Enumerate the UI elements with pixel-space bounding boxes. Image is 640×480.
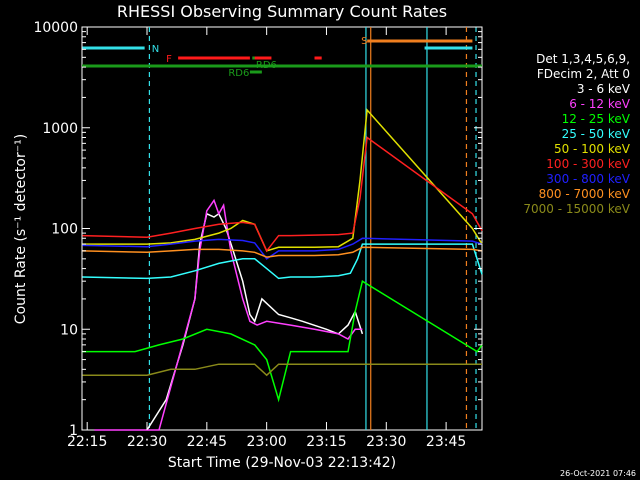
x-tick-label-3: 23:00	[246, 434, 286, 450]
y-axis-label: Count Rate (s⁻¹ detector⁻¹)	[13, 134, 29, 324]
x-tick-label-4: 23:15	[306, 434, 346, 450]
legend-header-1: Det 1,3,4,5,6,9,	[536, 52, 630, 66]
y-axis: 1 10 100 1000 10000	[33, 20, 482, 439]
x-tick-label-6: 23:45	[426, 434, 466, 450]
legend-entry-1: 6 - 12 keV	[569, 97, 631, 111]
legend-entry-5: 100 - 300 keV	[546, 157, 630, 171]
chart-title: RHESSI Observing Summary Count Rates	[117, 2, 447, 21]
legend-header-2: FDecim 2, Att 0	[537, 67, 630, 81]
legend-entry-6: 300 - 800 keV	[546, 172, 630, 186]
legend-entry-0: 3 - 6 keV	[577, 82, 631, 96]
y-tick-label-0: 1	[69, 423, 78, 439]
series-line-1	[94, 198, 363, 431]
legend-entry-8: 7000 - 15000 keV	[523, 202, 630, 216]
x-axis-label: Start Time (29-Nov-03 22:13:42)	[168, 455, 396, 471]
x-tick-label-0: 22:15	[67, 434, 107, 450]
x-tick-label-2: 22:45	[187, 434, 227, 450]
footer-date: 26-Oct-2021 07:46	[560, 469, 636, 478]
series-line-3	[82, 243, 483, 280]
series-line-8	[82, 363, 482, 377]
series-line-7	[82, 246, 483, 258]
y-tick-label-4: 10000	[33, 20, 78, 36]
flag-label-0: N	[152, 44, 159, 55]
legend-entry-3: 25 - 50 keV	[562, 127, 631, 141]
legend-entry-4: 50 - 100 keV	[554, 142, 631, 156]
series-line-6	[82, 237, 483, 260]
flag-label-2: RD6	[228, 68, 249, 79]
status-flags: NFRD6RD6S	[82, 36, 482, 79]
series-layer	[82, 108, 483, 431]
x-axis: 22:15 22:30 22:45 23:00 23:15 23:30 23:45	[67, 27, 466, 450]
plot-frame	[81, 26, 483, 431]
y-tick-label-1: 10	[60, 322, 78, 338]
series-line-4	[82, 108, 483, 252]
flag-label-4: S	[361, 36, 367, 47]
legend-entry-2: 12 - 25 keV	[562, 112, 631, 126]
series-line-5	[82, 136, 483, 253]
flag-label-1: F	[166, 54, 172, 65]
x-tick-label-1: 22:30	[127, 434, 167, 450]
y-tick-label-2: 100	[51, 222, 78, 238]
x-tick-label-5: 23:30	[366, 434, 406, 450]
legend-entry-7: 800 - 7000 keV	[539, 187, 631, 201]
legend: Det 1,3,4,5,6,9, FDecim 2, Att 0 3 - 6 k…	[523, 52, 630, 216]
series-line-2	[82, 280, 483, 403]
y-tick-label-3: 1000	[42, 121, 78, 137]
